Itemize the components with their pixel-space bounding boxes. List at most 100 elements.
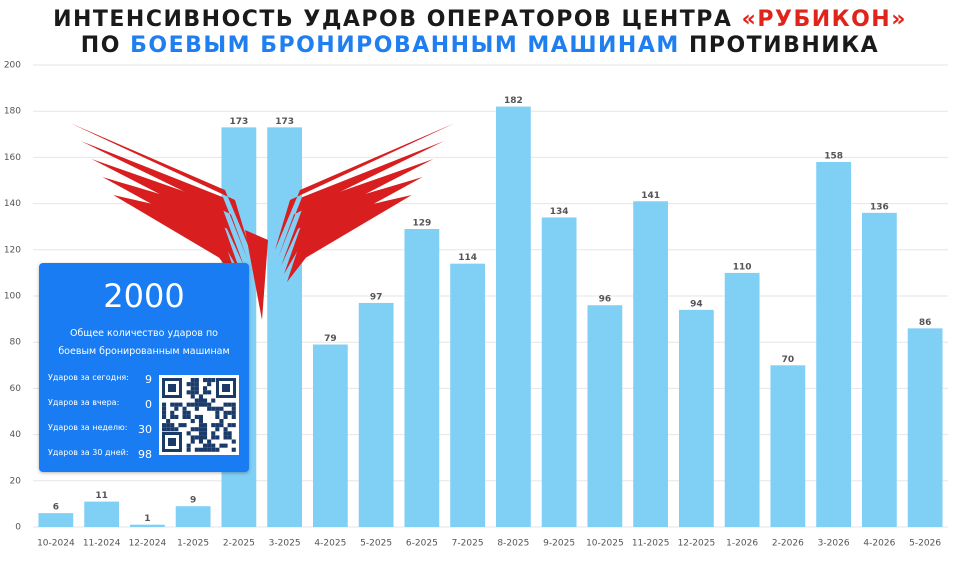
qr-cell <box>207 406 212 411</box>
qr-cell <box>215 447 220 452</box>
qr-cell <box>203 431 208 436</box>
y-tick-label: 40 <box>10 430 22 440</box>
info-panel: 2000 Общее количество ударов по боевым б… <box>39 263 249 472</box>
total: 2000 <box>103 277 185 315</box>
qr-cell <box>190 439 195 444</box>
qr-cell <box>182 414 187 419</box>
qr-cell <box>194 402 199 407</box>
y-tick-label: 140 <box>4 199 21 209</box>
value-label: 134 <box>550 207 569 217</box>
stat-row: Ударов за сегодня: 9 <box>48 373 152 386</box>
qr-cell <box>227 431 232 436</box>
x-tick-label: 3-2025 <box>269 539 301 549</box>
title-part: ПРОТИВНИКА <box>689 33 879 58</box>
qr-cell <box>223 431 228 436</box>
qr-code <box>159 375 239 455</box>
qr-cell <box>215 406 220 411</box>
qr-cell <box>194 406 199 411</box>
qr-cell <box>227 410 232 415</box>
qr-cell <box>194 382 199 387</box>
bar <box>175 506 211 527</box>
qr-cell <box>170 410 175 415</box>
qr-cell <box>231 406 236 411</box>
qr-cell <box>207 382 212 387</box>
qr-cell <box>207 447 212 452</box>
bar <box>84 501 120 527</box>
bar <box>312 344 348 527</box>
qr-cell <box>186 431 191 436</box>
qr-cell <box>219 443 224 448</box>
qr-cell <box>227 402 232 407</box>
qr-cell <box>198 394 203 399</box>
stat-label: Ударов за 30 дней: <box>48 448 129 457</box>
x-tick-label: 5-2026 <box>909 539 941 549</box>
y-tick-label: 60 <box>10 384 22 394</box>
qr-cell <box>190 382 195 387</box>
title-part: БОЕВЫМ БРОНИРОВАННЫМ МАШИНАМ <box>130 33 680 58</box>
caption: Общее количество ударов по боевым бронир… <box>58 328 230 357</box>
x-tick-label: 2-2025 <box>223 539 255 549</box>
title-part: ПО <box>81 33 121 58</box>
x-tick-label: 8-2025 <box>497 539 529 549</box>
qr-cell <box>190 419 195 424</box>
qr-cell <box>194 414 199 419</box>
qr-cell <box>211 406 216 411</box>
qr-cell <box>203 423 208 428</box>
qr-cell <box>207 439 212 444</box>
qr-cell <box>198 435 203 440</box>
qr-cell <box>215 427 220 432</box>
qr-cell <box>223 414 228 419</box>
wing-feather <box>278 141 445 258</box>
qr-cell <box>222 384 230 392</box>
stat-value: 30 <box>138 423 152 436</box>
x-tick-label: 1-2025 <box>177 539 209 549</box>
title-line: ИНТЕНСИВНОСТЬ УДАРОВ ОПЕРАТОРОВ ЦЕНТРА «… <box>53 7 907 32</box>
qr-cell <box>231 447 236 452</box>
title-part: «РУБИКОН» <box>742 7 907 32</box>
bar <box>907 328 943 527</box>
bar <box>404 229 440 527</box>
qr-cell <box>162 402 167 407</box>
qr-cell <box>207 402 212 407</box>
qr-cell <box>198 427 203 432</box>
qr-cell <box>166 427 171 432</box>
qr-cell <box>211 447 216 452</box>
qr-cell <box>174 414 179 419</box>
x-tick-label: 10-2024 <box>37 539 75 549</box>
qr-cell <box>186 382 191 387</box>
qr-cell <box>203 435 208 440</box>
qr-cell <box>182 406 187 411</box>
value-label: 129 <box>412 219 431 229</box>
qr-cell <box>207 443 212 448</box>
qr-cell <box>186 402 191 407</box>
qr-cell <box>198 402 203 407</box>
qr-cell <box>162 414 167 419</box>
qr-cell <box>170 402 175 407</box>
x-tick-label: 2-2026 <box>772 539 804 549</box>
qr-cell <box>166 419 171 424</box>
value-label: 6 <box>53 503 59 513</box>
x-tick-label: 5-2025 <box>360 539 392 549</box>
value-label: 173 <box>229 117 248 127</box>
value-label: 182 <box>504 96 523 106</box>
qr-cell <box>190 402 195 407</box>
value-label: 136 <box>870 202 889 212</box>
value-label: 158 <box>824 152 843 162</box>
qr-cell <box>198 439 203 444</box>
qr-cell <box>219 419 224 424</box>
qr-cell <box>194 435 199 440</box>
qr-cell <box>231 402 236 407</box>
qr-cell <box>211 378 216 383</box>
wing-feather <box>113 195 238 282</box>
value-label: 114 <box>458 253 477 263</box>
x-tick-label: 11-2025 <box>632 539 670 549</box>
value-label: 79 <box>324 334 337 344</box>
qr-cell <box>231 414 236 419</box>
qr-cell <box>166 423 171 428</box>
bar <box>770 365 806 527</box>
x-tick-label: 1-2026 <box>726 539 758 549</box>
title-line: ПО БОЕВЫМ БРОНИРОВАННЫМ МАШИНАМ ПРОТИВНИ… <box>81 33 879 58</box>
bar <box>541 217 577 527</box>
stat-value: 0 <box>145 398 152 411</box>
stat-row: Ударов за неделю: 30 <box>48 423 152 436</box>
